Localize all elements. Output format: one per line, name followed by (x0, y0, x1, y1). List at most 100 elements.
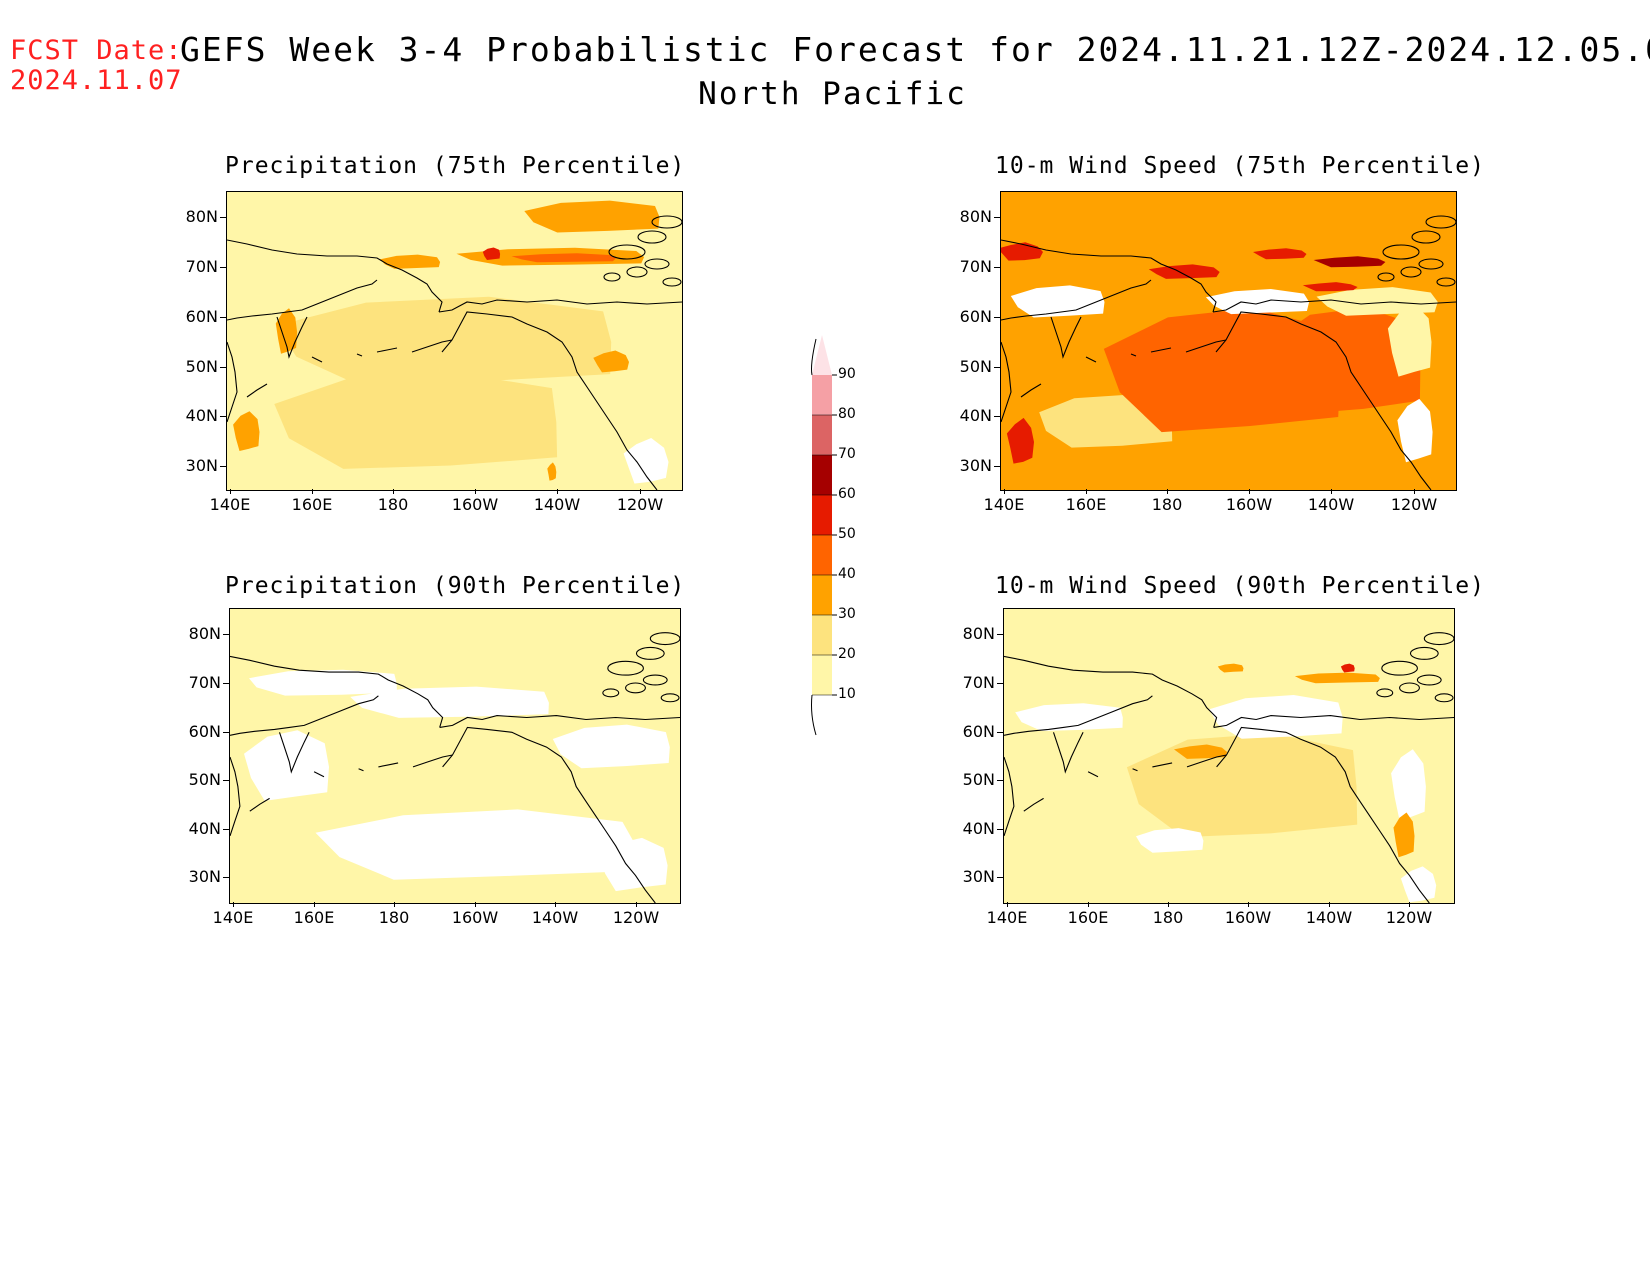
precip-shade-40 (511, 253, 617, 263)
forecast-date-block: FCST Date: 2024.11.07 (10, 36, 183, 96)
lon-label: 120W (1385, 908, 1433, 927)
axis-tick (1331, 489, 1333, 494)
lon-label: 160W (1225, 495, 1273, 514)
colorbar-level-label: 30 (838, 606, 856, 622)
precip-shade-20 (274, 372, 558, 469)
lon-label: 160W (1224, 908, 1272, 927)
axis-tick (1004, 489, 1006, 494)
axis-tick (994, 267, 1000, 269)
island-outline (660, 693, 680, 703)
lon-label: 140W (533, 495, 581, 514)
axis-tick (1167, 489, 1169, 494)
lat-label: 50N (188, 770, 221, 789)
wind-shade-20 (1126, 733, 1358, 838)
axis-tick (994, 317, 1000, 319)
colorbar-level-label: 60 (838, 486, 856, 502)
island-outline (642, 674, 668, 686)
axis-tick (994, 466, 1000, 468)
below-10 (249, 669, 397, 696)
precip-shade-30 (379, 254, 441, 269)
axis-tick (223, 829, 229, 831)
axis-tick (475, 489, 477, 494)
map-fill-svg (1001, 192, 1456, 490)
lon-label: 180 (1151, 495, 1183, 514)
below-10 (1391, 749, 1426, 821)
axis-tick (1414, 489, 1416, 494)
lon-label: 160W (451, 495, 499, 514)
axis-tick (393, 489, 395, 494)
island-outline (1381, 660, 1418, 676)
axis-tick (640, 489, 642, 494)
lat-label: 60N (188, 722, 221, 741)
wind-shade-60 (1313, 256, 1386, 268)
island-outline (1399, 682, 1420, 694)
axis-tick (314, 902, 316, 907)
lat-label: 50N (959, 357, 992, 376)
lon-label: 160W (451, 908, 499, 927)
forecast-date-label: FCST Date: (10, 35, 183, 66)
panel-title-precip-75: Precipitation (75th Percentile) (225, 153, 686, 179)
wind-shade-50 (1253, 248, 1307, 260)
island-outline (644, 258, 670, 270)
precip-shade-10 (257, 887, 318, 902)
panel-title-wind-90: 10-m Wind Speed (90th Percentile) (995, 573, 1485, 599)
island-outline (1382, 244, 1420, 260)
axis-tick (994, 367, 1000, 369)
axis-tick (1088, 902, 1090, 907)
precip-shade-30 (547, 462, 557, 481)
axis-tick (223, 877, 229, 879)
axis-tick (1007, 902, 1009, 907)
below-10 (599, 837, 668, 892)
wind-shade-50 (1340, 663, 1355, 673)
island-outline (1425, 215, 1456, 229)
axis-tick (1168, 902, 1170, 907)
lon-label: 140E (986, 908, 1028, 927)
map-wind-75 (1000, 191, 1457, 491)
colorbar-level-label: 10 (838, 686, 856, 702)
lat-label: 30N (188, 867, 221, 886)
wind-shade-30 (1174, 744, 1228, 759)
below-10 (552, 724, 670, 769)
forecast-date-value: 2024.11.07 (10, 65, 183, 96)
lon-label: 120W (1390, 495, 1438, 514)
colorbar-level-label: 70 (838, 446, 856, 462)
coastline (1001, 215, 1456, 490)
lat-label: 70N (959, 257, 992, 276)
island-outline (626, 266, 648, 278)
lon-label: 140E (212, 908, 254, 927)
colorbar-level-label: 40 (838, 566, 856, 582)
below-10 (1136, 828, 1204, 853)
lat-label: 80N (185, 207, 218, 226)
precip-shade-30 (593, 350, 629, 373)
colorbar-swatch (812, 415, 832, 455)
wind-shade-50 (1148, 264, 1220, 279)
lon-label: 180 (1152, 908, 1184, 927)
panel-title-wind-75: 10-m Wind Speed (75th Percentile) (995, 153, 1485, 179)
island-outline (1409, 646, 1439, 660)
lon-label: 140W (1307, 495, 1355, 514)
coastline (1004, 632, 1454, 903)
wind-shade-50 (1302, 282, 1358, 292)
island-outline (1376, 688, 1394, 698)
lat-label: 40N (185, 406, 218, 425)
lat-label: 70N (962, 673, 995, 692)
axis-tick (394, 902, 396, 907)
below-10 (1397, 398, 1433, 463)
colorbar-swatch (812, 495, 832, 535)
lon-label: 140E (983, 495, 1025, 514)
axis-tick (223, 634, 229, 636)
lat-label: 40N (959, 406, 992, 425)
region-subtitle: North Pacific (698, 76, 967, 112)
map-wind-90 (1003, 608, 1455, 904)
lon-label: 160E (291, 495, 333, 514)
lon-label: 160E (293, 908, 335, 927)
lon-label: 140W (531, 908, 579, 927)
island-outline (625, 682, 646, 694)
axis-tick (223, 780, 229, 782)
island-outline (637, 230, 667, 244)
panel-title-precip-90: Precipitation (90th Percentile) (225, 573, 686, 599)
colorbar-level-label: 80 (838, 406, 856, 422)
axis-tick (1329, 902, 1331, 907)
lon-label: 140E (209, 495, 251, 514)
axis-tick (1248, 902, 1250, 907)
